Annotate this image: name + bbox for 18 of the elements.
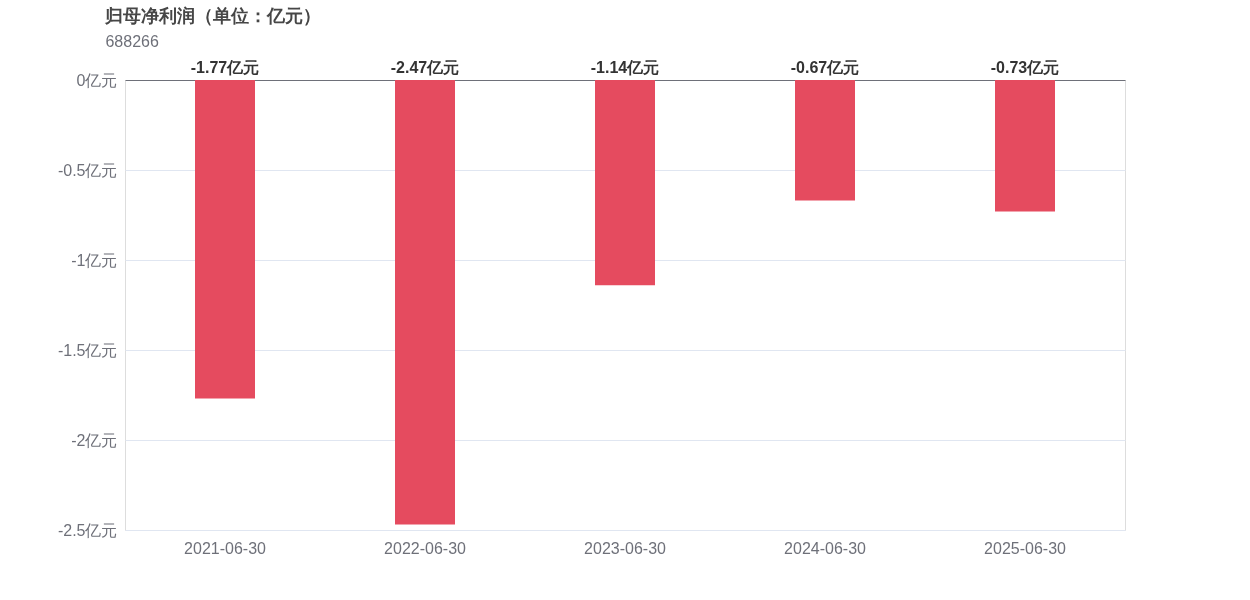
- data-label: -1.77亿元: [190, 59, 260, 76]
- data-label: -2.47亿元: [390, 59, 460, 76]
- x-tick-label: 2021-06-30: [184, 539, 267, 557]
- chart-title: 归母净利润（单位：亿元）: [104, 6, 322, 26]
- y-tick-label: -2.5亿元: [57, 521, 118, 539]
- x-tick-label: 2022-06-30: [384, 539, 467, 557]
- y-tick-label: -1亿元: [71, 251, 118, 269]
- y-tick-label: 0亿元: [76, 71, 118, 89]
- data-label: -1.14亿元: [590, 59, 660, 76]
- y-tick-label: -2亿元: [71, 431, 118, 449]
- x-tick-label: 2025-06-30: [984, 539, 1067, 557]
- y-tick-label: -0.5亿元: [57, 161, 118, 179]
- x-tick-label: 2023-06-30: [584, 539, 667, 557]
- x-tick-label: 2024-06-30: [784, 539, 867, 557]
- data-label: -0.73亿元: [990, 59, 1060, 76]
- y-tick-label: -1.5亿元: [57, 341, 118, 359]
- chart-subtitle: 688266: [105, 33, 159, 50]
- data-label: -0.67亿元: [790, 59, 860, 76]
